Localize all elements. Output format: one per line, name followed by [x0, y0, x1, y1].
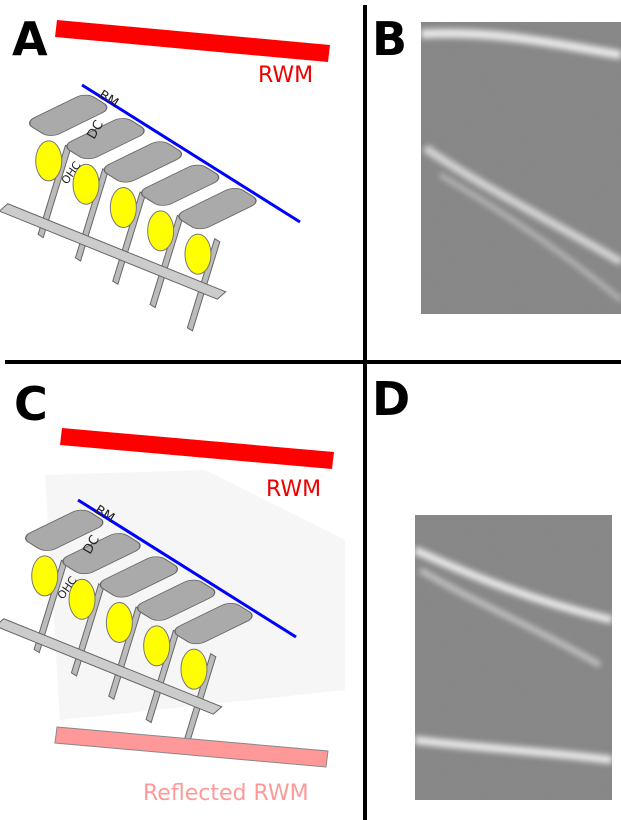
ohc [110, 188, 136, 228]
ohc [144, 626, 170, 666]
panel-label: B [372, 12, 407, 66]
reflected-label: Reflected RWM [143, 781, 309, 806]
ohc [181, 649, 207, 689]
rwm-label: RWM [266, 477, 321, 502]
image-b [421, 22, 621, 314]
ohc [185, 234, 211, 274]
cells [0, 73, 278, 336]
rwm-bar [55, 20, 330, 62]
panel-label: D [372, 372, 410, 426]
ohc [106, 603, 132, 643]
rwm-bar [60, 428, 334, 469]
panel-label: C [14, 377, 48, 431]
ohc [36, 141, 62, 181]
image-d [415, 515, 612, 800]
rwm-label: RWM [258, 63, 313, 88]
figure: A B C D RWM BMDCOHC RWM BMDCOHC Reflecte… [0, 0, 621, 820]
panel-label: A [12, 12, 48, 66]
ohc [32, 556, 58, 596]
ohc [148, 211, 174, 251]
